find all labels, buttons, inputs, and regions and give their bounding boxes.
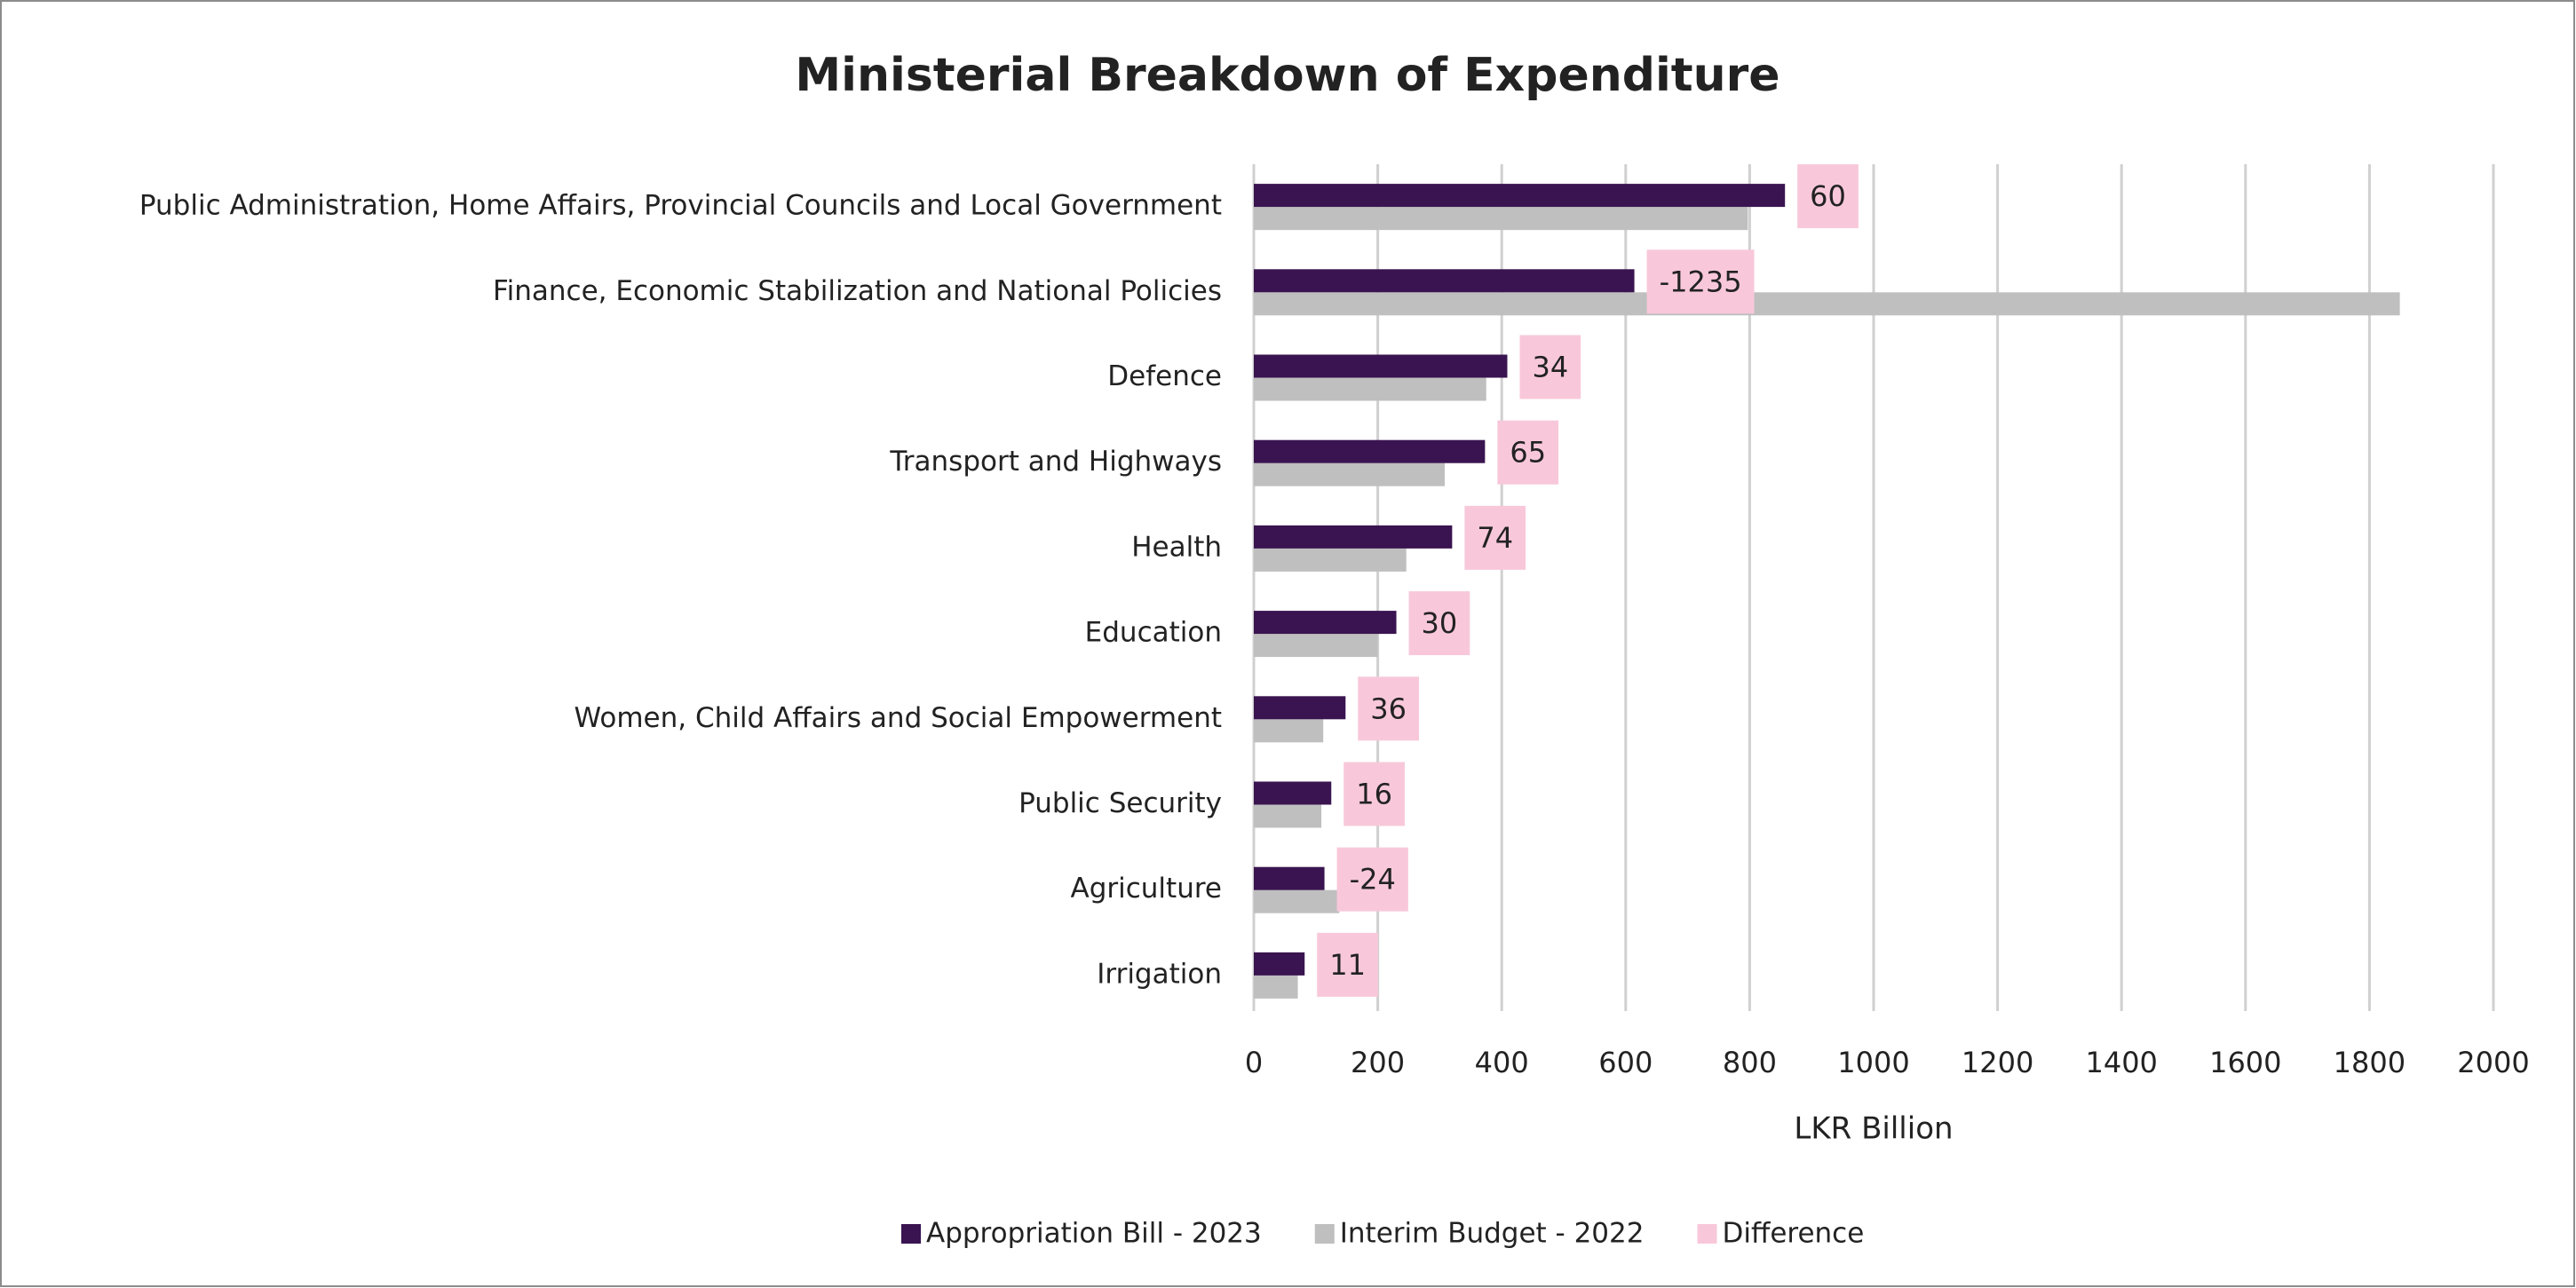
y-tick-label: Public Administration, Home Affairs, Pro… (139, 190, 1222, 222)
bar (1254, 975, 1298, 999)
bar (1254, 696, 1346, 720)
y-tick-label: Education (1085, 617, 1222, 649)
y-tick-label: Women, Child Affairs and Social Empowerm… (575, 702, 1222, 734)
bar (1254, 354, 1508, 378)
difference-label-box (1343, 762, 1405, 826)
x-tick-label: 600 (1598, 1046, 1653, 1079)
difference-label-box (1797, 164, 1859, 229)
legend-label: Interim Budget - 2022 (1340, 1218, 1645, 1250)
y-tick-label: Agriculture (1071, 873, 1223, 905)
x-tick-label: 1800 (2334, 1046, 2406, 1079)
difference-label-box (1519, 335, 1581, 399)
bar (1254, 207, 1748, 231)
difference-label-box (1497, 420, 1559, 485)
x-tick-label: 2000 (2457, 1046, 2529, 1079)
bar (1254, 952, 1305, 976)
bar (1254, 889, 1340, 913)
x-tick-label: 400 (1475, 1046, 1529, 1079)
bar (1254, 634, 1378, 658)
legend-label: Appropriation Bill - 2023 (926, 1218, 1262, 1250)
bar (1254, 269, 1635, 293)
bar (1254, 292, 2400, 316)
difference-label: 34 (1532, 351, 1568, 384)
bar (1254, 184, 1786, 208)
bar (1254, 804, 1322, 828)
difference-label: -1235 (1660, 265, 1742, 298)
difference-label: 36 (1370, 691, 1407, 725)
legend-swatch (901, 1224, 921, 1244)
x-tick-label: 800 (1723, 1046, 1777, 1079)
bar (1254, 611, 1397, 635)
difference-label: 65 (1510, 436, 1546, 470)
bar (1254, 781, 1332, 805)
bar (1254, 462, 1445, 486)
x-tick-label: 1400 (2085, 1046, 2157, 1079)
difference-label: 11 (1329, 948, 1366, 982)
chart-title: Ministerial Breakdown of Expenditure (795, 49, 1779, 102)
bar (1254, 719, 1324, 743)
y-tick-label: Irrigation (1097, 958, 1222, 990)
y-tick-label: Transport and Highways (889, 446, 1222, 478)
x-tick-label: 1600 (2209, 1046, 2281, 1079)
difference-label: -24 (1350, 863, 1396, 897)
y-tick-label: Health (1131, 531, 1222, 563)
x-tick-label: 0 (1245, 1046, 1263, 1079)
legend-swatch (1697, 1224, 1717, 1244)
difference-label: 16 (1356, 778, 1392, 811)
difference-label-box (1408, 591, 1470, 656)
bar (1254, 866, 1325, 890)
difference-label-box (1464, 505, 1526, 570)
y-tick-label: Finance, Economic Stabilization and Nati… (493, 275, 1222, 307)
x-tick-label: 1000 (1837, 1046, 1909, 1079)
bar (1254, 439, 1486, 463)
y-tick-label: Public Security (1019, 787, 1222, 819)
bar (1254, 548, 1407, 572)
difference-label-box (1358, 676, 1420, 741)
legend-swatch (1314, 1224, 1335, 1244)
difference-label-box (1317, 932, 1378, 997)
y-tick-label: Defence (1107, 360, 1222, 392)
difference-label-box (1646, 249, 1755, 314)
difference-label: 60 (1810, 179, 1846, 213)
difference-label-box (1336, 847, 1408, 912)
x-axis-title: LKR Billion (1794, 1111, 1953, 1147)
legend: Appropriation Bill - 2023 Interim Budget … (901, 1218, 1864, 1250)
x-tick-label: 1200 (1962, 1046, 2033, 1079)
bar (1254, 377, 1486, 401)
bar (1254, 525, 1453, 549)
legend-label: Difference (1722, 1218, 1864, 1250)
difference-label: 30 (1422, 606, 1458, 640)
x-tick-label: 200 (1351, 1046, 1405, 1079)
difference-label: 74 (1477, 521, 1513, 555)
